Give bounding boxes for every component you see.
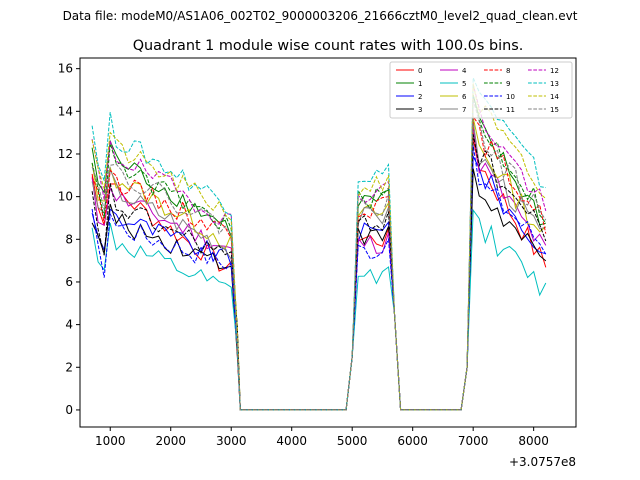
legend-label-3: 3 <box>418 106 422 114</box>
legend-box <box>389 61 573 119</box>
legend-label-11: 11 <box>506 106 515 114</box>
x-tick-label: 4000 <box>276 434 307 448</box>
x-tick-label: 7000 <box>458 434 489 448</box>
y-tick-label: 12 <box>58 147 73 161</box>
y-tick-label: 14 <box>58 104 73 118</box>
x-axis: 1000 2000 3000 4000 5000 6000 7000 8000 <box>95 427 549 448</box>
series-line-9 <box>91 94 547 411</box>
chart-title: Quadrant 1 module wise count rates with … <box>133 38 524 54</box>
axes-frame <box>79 57 577 428</box>
series-line-15 <box>91 99 547 411</box>
x-tick-label: 6000 <box>397 434 428 448</box>
plot-area <box>79 57 577 428</box>
legend-label-4: 4 <box>462 67 467 75</box>
y-axis: 0 2 4 6 8 10 12 14 16 <box>58 62 80 417</box>
x-tick-label: 3000 <box>216 434 247 448</box>
figure-suptitle: Data file: modeM0/AS1A06_002T02_90000032… <box>63 9 578 23</box>
legend-label-1: 1 <box>418 80 422 88</box>
y-tick-label: 16 <box>58 62 73 76</box>
x-tick-label: 5000 <box>337 434 368 448</box>
legend-label-9: 9 <box>506 80 510 88</box>
y-tick-label: 10 <box>58 190 73 204</box>
legend-label-8: 8 <box>506 67 510 75</box>
x-tick-label: 2000 <box>155 434 186 448</box>
legend-label-2: 2 <box>418 93 422 101</box>
y-tick-label: 4 <box>65 318 73 332</box>
series-line-14 <box>91 83 547 411</box>
x-axis-offset-label: +3.0757e8 <box>509 455 576 469</box>
legend-label-12: 12 <box>550 67 559 75</box>
y-tick-label: 8 <box>65 232 73 246</box>
legend-label-0: 0 <box>418 67 422 75</box>
legend-label-13: 13 <box>550 80 559 88</box>
legend-label-10: 10 <box>506 93 515 101</box>
legend-label-7: 7 <box>462 106 466 114</box>
y-tick-label: 0 <box>65 403 73 417</box>
legend-label-5: 5 <box>462 80 466 88</box>
x-tick-label: 1000 <box>95 434 126 448</box>
series-layer <box>91 77 547 411</box>
x-tick-label: 8000 <box>518 434 549 448</box>
legend-label-14: 14 <box>550 93 559 101</box>
y-tick-label: 2 <box>65 360 73 374</box>
legend-label-6: 6 <box>462 93 467 101</box>
y-tick-label: 6 <box>65 275 73 289</box>
legend-label-15: 15 <box>550 106 559 114</box>
